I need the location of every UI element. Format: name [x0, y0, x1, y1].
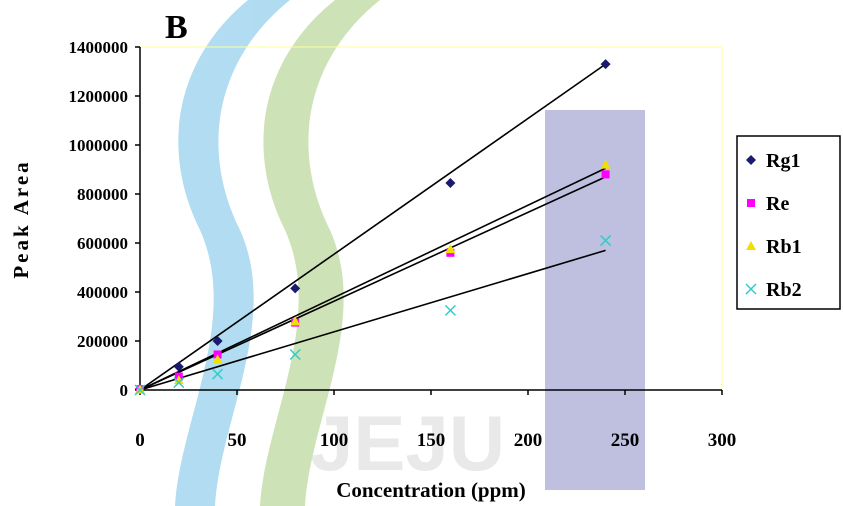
- legend-marker-rb2-stroke: [745, 283, 757, 295]
- legend-marker-re: [747, 199, 755, 207]
- watermark-text: JEJU: [310, 399, 505, 487]
- trendline-rb2: [139, 249, 606, 391]
- point-rb1: [290, 316, 301, 326]
- legend-marker-rb2: [745, 283, 757, 295]
- legend-label-rb2: Rb2: [766, 279, 802, 301]
- point-rb1: [173, 375, 184, 385]
- point-rb2: [289, 348, 301, 361]
- trendline-rg1: [139, 63, 607, 391]
- y-tick-label: 200000: [77, 332, 128, 351]
- y-tick-label: 1200000: [69, 87, 129, 106]
- legend-label-rb1: Rb1: [766, 236, 802, 258]
- y-tick-label: 1000000: [69, 136, 129, 155]
- x-axis-title: Concentration (ppm): [336, 478, 526, 502]
- point-re: [601, 170, 610, 179]
- y-tick-label: 0: [120, 381, 129, 400]
- x-tick-label: 250: [611, 430, 640, 451]
- y-axis-ticks: 0 200000 400000 600000 800000 1000000 1200000 1…: [69, 38, 140, 400]
- point-rb2-stroke: [600, 235, 612, 247]
- legend-marker-rb1: [746, 241, 756, 250]
- y-axis-title: Peak Area: [9, 159, 33, 278]
- y-tick-label: 800000: [77, 185, 128, 204]
- legend-marker-rg1: [746, 155, 756, 165]
- x-tick-label: 150: [417, 430, 446, 451]
- point-rb1: [212, 354, 223, 364]
- point-rb2: [134, 384, 146, 396]
- point-rg1: [445, 177, 456, 188]
- x-tick-label: 50: [228, 430, 247, 451]
- x-tick-label: 300: [708, 430, 737, 451]
- point-rb1: [600, 159, 611, 169]
- y-tick-label: 1400000: [69, 38, 129, 57]
- point-rb2: [600, 235, 612, 247]
- point-rg1: [600, 59, 611, 70]
- watermark-blue-wave: [175, 0, 290, 506]
- point-rb2: [173, 377, 185, 389]
- x-tick-label: 0: [135, 430, 145, 451]
- point-rg1: [212, 336, 223, 346]
- point-rb2-stroke: [444, 304, 456, 316]
- legend-label-rg1: Rg1: [766, 150, 800, 172]
- x-tick-label: 100: [320, 430, 349, 451]
- legend-label-re: Re: [766, 193, 789, 215]
- point-rb2: [444, 304, 456, 316]
- point-rb2-stroke: [173, 377, 185, 389]
- data-points: [134, 59, 612, 396]
- point-rb2-stroke: [134, 384, 146, 396]
- x-axis-ticks: 0 50 100 150 200 250 300: [135, 390, 736, 451]
- y-tick-label: 400000: [77, 283, 128, 302]
- point-rg1: [290, 283, 301, 294]
- panel-label: B: [165, 9, 188, 46]
- legend: Rg1 Re Rb1 Rb2: [736, 135, 841, 310]
- legend-box: [736, 135, 841, 310]
- point-rg1: [173, 361, 184, 372]
- point-rb2-stroke: [289, 348, 301, 361]
- point-rb2-stroke: [212, 368, 224, 380]
- point-rb2: [212, 368, 224, 380]
- watermark-green-wave: [260, 0, 380, 506]
- point-rb1: [445, 244, 456, 254]
- y-tick-label: 600000: [77, 234, 128, 253]
- x-tick-label: 200: [514, 430, 543, 451]
